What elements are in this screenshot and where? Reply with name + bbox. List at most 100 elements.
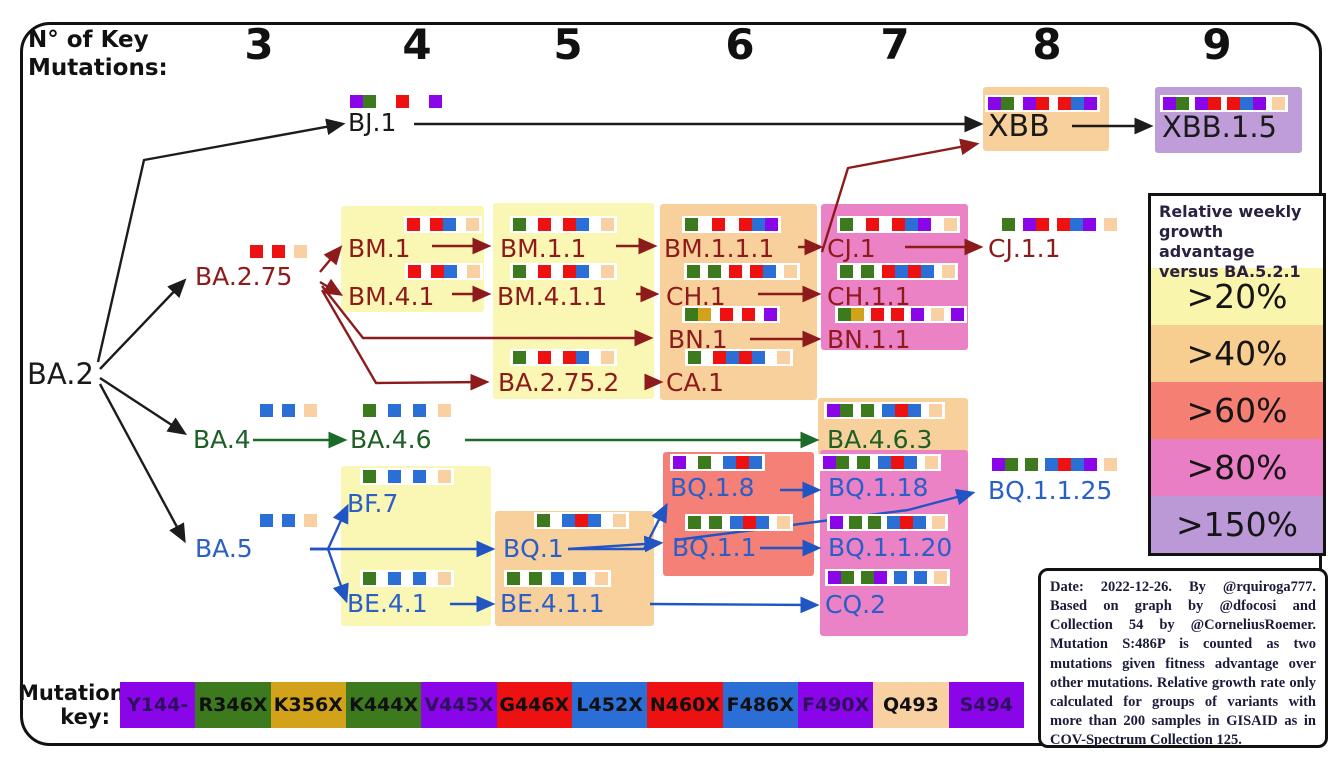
variant-node-BQ.1: BQ.1 (503, 534, 564, 563)
variant-node-BM.4.1: BM.4.1 (348, 282, 435, 311)
mutation-square-group (250, 245, 263, 258)
mutation-square-group (304, 514, 317, 527)
page-title-line1: N° of Key (28, 27, 149, 53)
variant-node-CJ.1.1: CJ.1.1 (988, 234, 1061, 263)
mutation-square-group (866, 218, 879, 231)
mutation-square-group (388, 470, 401, 483)
mutation-square-group (777, 516, 790, 529)
mutation-square-group (363, 572, 376, 585)
mutation-square-group (388, 404, 401, 417)
mutation-square-group (413, 572, 426, 585)
legend-band->80%: >80% (1151, 439, 1323, 496)
mutation-square-group (729, 265, 742, 278)
mutation-square-peach (1104, 218, 1117, 231)
mutation-square-group (562, 514, 601, 527)
mutation-squares-BM.1.1 (510, 216, 617, 233)
mutation-square-group (742, 308, 755, 321)
mutation-square-group (849, 516, 862, 529)
mutation-squares-CJ.1.1 (999, 216, 1120, 233)
variant-node-BQ.1.18: BQ.1.18 (828, 473, 929, 502)
column-count-4: 4 (402, 20, 432, 69)
mutation-square-blue (726, 351, 739, 364)
mutation-square-peach (294, 245, 307, 258)
mutation-square-group (944, 218, 957, 231)
mutation-square-green (861, 571, 874, 584)
mutation-square-group (708, 265, 721, 278)
mutation-key-item-N460X: N460X (647, 682, 723, 728)
mutation-square-group (673, 456, 686, 469)
mutation-square-group (507, 572, 520, 585)
mutation-square-blue (260, 404, 273, 417)
mutation-square-group (260, 404, 273, 417)
mutation-square-group (685, 308, 711, 321)
mutation-square-group (1058, 97, 1097, 110)
mutation-square-purple (992, 458, 1005, 471)
mutation-square-red (720, 308, 733, 321)
mutation-key-item-V445X: V445X (421, 682, 497, 728)
mutation-square-group (777, 351, 790, 364)
mutation-square-group (882, 265, 934, 278)
mutation-squares-XBB (985, 95, 1100, 112)
mutation-square-group (538, 218, 551, 231)
mutation-square-red (743, 516, 756, 529)
mutation-square-red (895, 404, 908, 417)
mutation-square-blue (573, 572, 586, 585)
mutation-square-group (595, 572, 608, 585)
mutation-square-peach (466, 218, 479, 231)
mutation-square-green (513, 218, 526, 231)
mutation-square-blue (894, 571, 907, 584)
mutation-squares-BA.5 (257, 512, 320, 529)
mutation-square-peach (601, 218, 614, 231)
mutation-square-red (1227, 97, 1240, 110)
mutation-square-group (730, 516, 769, 529)
mutation-square-green (841, 571, 854, 584)
mutation-square-blue (282, 404, 295, 417)
mutation-square-group (925, 456, 938, 469)
mutation-square-group (932, 516, 945, 529)
mutation-square-group (573, 572, 586, 585)
mutation-square-group (1195, 97, 1221, 110)
variant-node-CQ.2: CQ.2 (825, 590, 886, 619)
mutation-square-peach (595, 572, 608, 585)
mutation-squares-BA.4 (257, 402, 320, 419)
mutation-square-green (685, 308, 698, 321)
mutation-square-group (438, 572, 451, 585)
mutation-square-red (882, 265, 895, 278)
mutation-square-green (1005, 458, 1018, 471)
mutation-square-group (260, 514, 273, 527)
mutation-square-group (840, 265, 853, 278)
variant-node-BE.4.1: BE.4.1 (347, 589, 428, 618)
mutation-square-blue (1045, 458, 1058, 471)
mutation-square-purple (830, 516, 843, 529)
mutation-square-purple (1195, 97, 1208, 110)
mutation-square-group (513, 351, 526, 364)
column-count-8: 8 (1032, 20, 1062, 69)
variant-node-BM.1: BM.1 (348, 234, 411, 263)
mutation-square-group (413, 404, 426, 417)
mutation-squares-BJ.1 (347, 93, 445, 110)
variant-node-BA.4.6.3: BA.4.6.3 (827, 425, 933, 454)
mutation-square-green (529, 572, 542, 585)
mutation-square-group (723, 456, 762, 469)
mutation-square-green (861, 265, 874, 278)
mutation-squares-BQ.1 (534, 512, 629, 529)
mutation-square-red (407, 218, 420, 231)
mutation-square-red (538, 218, 551, 231)
legend-band->40%: >40% (1151, 325, 1323, 382)
mutation-square-group (537, 514, 550, 527)
mutation-square-blue (921, 265, 934, 278)
mutation-square-red (408, 265, 421, 278)
legend-band->20%: >20% (1151, 268, 1323, 325)
mutation-square-group (538, 265, 551, 278)
growth-box-orange (660, 204, 817, 400)
mutation-squares-CA.1 (685, 349, 793, 366)
column-count-5: 5 (553, 20, 583, 69)
mutation-square-blue (763, 265, 776, 278)
variant-node-BE.4.1.1: BE.4.1.1 (500, 589, 605, 618)
mutation-squares-BN.1 (682, 306, 780, 323)
mutation-square-red (712, 218, 725, 231)
mutation-square-green (840, 404, 853, 417)
growth-box-yellow (341, 466, 491, 626)
mutation-square-purple (828, 571, 841, 584)
mutation-square-group (914, 571, 927, 584)
